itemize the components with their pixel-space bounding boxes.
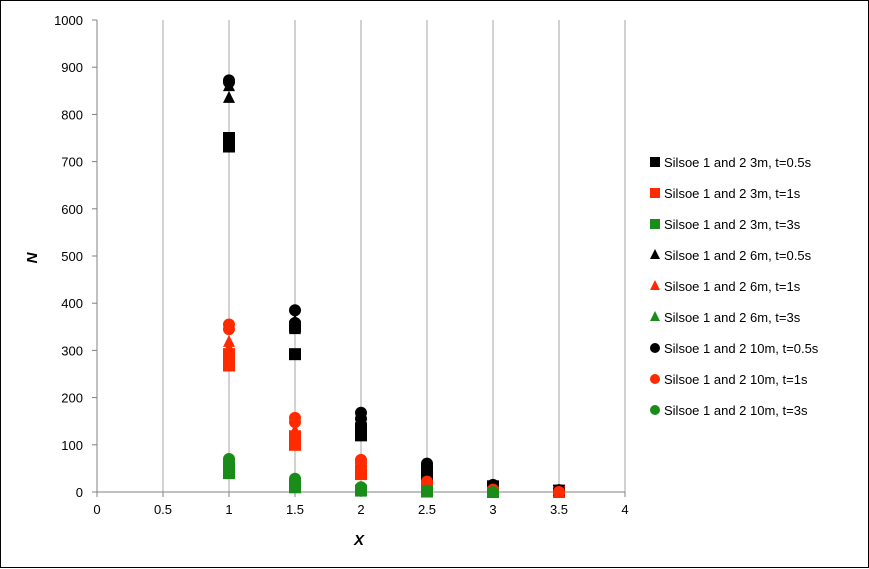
legend-item: Silsoe 1 and 2 10m, t=1s	[650, 372, 808, 387]
y-tick-label: 1000	[54, 13, 83, 28]
y-tick-label: 0	[76, 485, 83, 500]
data-point	[289, 348, 301, 361]
series-8	[223, 318, 565, 498]
y-tick-labels: 0 100 200 300 400 500 600 700 800 900 1000	[54, 13, 97, 500]
data-point	[289, 416, 301, 429]
legend-marker	[650, 157, 660, 167]
data-point	[223, 334, 235, 347]
data-point	[223, 455, 235, 468]
legend-item: Silsoe 1 and 2 6m, t=0.5s	[650, 248, 812, 263]
legend-label: Silsoe 1 and 2 10m, t=1s	[664, 372, 808, 387]
data-point	[289, 474, 301, 487]
data-point	[355, 429, 367, 442]
data-point	[223, 90, 235, 103]
data-point	[289, 438, 301, 451]
data-point	[289, 428, 301, 441]
legend-marker	[650, 374, 660, 384]
legend-label: Silsoe 1 and 2 6m, t=1s	[664, 279, 801, 294]
data-point	[421, 484, 433, 497]
x-axis-title: X	[353, 532, 365, 549]
legend-label: Silsoe 1 and 2 3m, t=0.5s	[664, 155, 812, 170]
legend-label: Silsoe 1 and 2 3m, t=3s	[664, 217, 801, 232]
data-point	[553, 486, 565, 498]
data-point	[355, 412, 367, 425]
legend-marker	[650, 343, 660, 353]
data-point	[355, 456, 367, 469]
y-tick-label: 200	[61, 391, 83, 406]
legend-label: Silsoe 1 and 2 10m, t=0.5s	[664, 341, 819, 356]
data-point	[355, 418, 367, 431]
data-point	[223, 323, 235, 336]
y-tick-label: 800	[61, 107, 83, 122]
data-point	[289, 317, 301, 330]
x-tick-label: 4	[621, 502, 628, 517]
y-tick-label: 500	[61, 249, 83, 264]
x-tick-label: 0.5	[154, 502, 172, 517]
y-tick-label: 400	[61, 296, 83, 311]
legend-marker	[650, 249, 660, 259]
legend-marker	[650, 311, 660, 321]
data-points	[223, 74, 565, 498]
y-tick-label: 600	[61, 202, 83, 217]
data-point	[223, 341, 235, 354]
legend-label: Silsoe 1 and 2 3m, t=1s	[664, 186, 801, 201]
y-tick-label: 100	[61, 438, 83, 453]
data-point	[421, 461, 433, 474]
legend-marker	[650, 405, 660, 415]
legend-label: Silsoe 1 and 2 6m, t=0.5s	[664, 248, 812, 263]
x-tick-label: 1.5	[286, 502, 304, 517]
data-point	[421, 475, 433, 488]
legend-item: Silsoe 1 and 2 3m, t=0.5s	[650, 155, 812, 170]
y-tick-label: 300	[61, 343, 83, 358]
legend-item: Silsoe 1 and 2 3m, t=3s	[650, 217, 801, 232]
legend-marker	[650, 280, 660, 290]
x-tick-label: 2	[357, 502, 364, 517]
data-point	[289, 304, 301, 317]
series-9	[223, 452, 499, 498]
legend-label: Silsoe 1 and 2 10m, t=3s	[664, 403, 808, 418]
data-point	[487, 486, 499, 498]
legend-item: Silsoe 1 and 2 10m, t=0.5s	[650, 341, 819, 356]
legend-marker	[650, 219, 660, 229]
data-point	[223, 76, 235, 89]
x-tick-label: 2.5	[418, 502, 436, 517]
legend-label: Silsoe 1 and 2 6m, t=3s	[664, 310, 801, 325]
data-point	[355, 468, 367, 481]
legend-item: Silsoe 1 and 2 3m, t=1s	[650, 186, 801, 201]
y-axis-title: N	[24, 251, 41, 263]
data-point	[223, 359, 235, 372]
legend-marker	[650, 188, 660, 198]
legend: Silsoe 1 and 2 3m, t=0.5s Silsoe 1 and 2 …	[650, 155, 819, 418]
y-tick-label: 700	[61, 155, 83, 170]
legend-item: Silsoe 1 and 2 10m, t=3s	[650, 403, 808, 418]
legend-item: Silsoe 1 and 2 6m, t=3s	[650, 310, 801, 325]
legend-item: Silsoe 1 and 2 6m, t=1s	[650, 279, 801, 294]
x-tick-label: 1	[225, 502, 232, 517]
data-point	[355, 481, 367, 494]
x-tick-label: 3.5	[550, 502, 568, 517]
x-tick-label: 3	[489, 502, 496, 517]
y-tick-label: 900	[61, 60, 83, 75]
x-tick-label: 0	[93, 502, 100, 517]
data-point	[223, 140, 235, 153]
